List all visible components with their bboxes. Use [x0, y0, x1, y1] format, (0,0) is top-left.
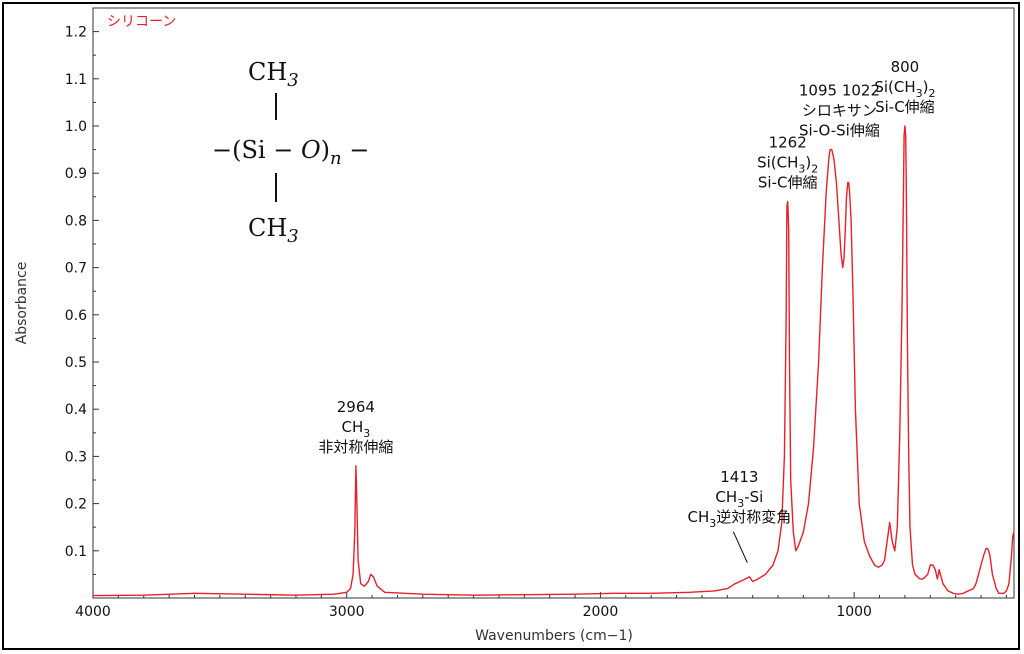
annotation-800: 800 Si(CH3)2Si-C伸縮	[874, 58, 935, 116]
annotation-line: 1413	[720, 468, 758, 486]
x-tick-label: 1000	[836, 604, 872, 620]
y-tick-label: 0.1	[65, 544, 87, 560]
y-tick-label: 0.9	[65, 166, 87, 182]
annotation-leader	[732, 531, 748, 563]
y-tick-label: 1.0	[65, 119, 87, 135]
x-axis-title: Wavenumbers (cm−1)	[475, 628, 633, 644]
annotation-line: 800	[891, 58, 920, 76]
spectrum-line	[92, 125, 1015, 597]
annotation-line: 非対称伸縮	[318, 438, 393, 456]
formula-middle: −(Si − O)n −	[212, 136, 369, 169]
annotation-line: Si-C伸縮	[758, 174, 818, 192]
annotation-line: Si(CH3)2	[757, 154, 818, 176]
y-axis-title: Absorbance	[14, 262, 30, 345]
sample-label: シリコーン	[107, 14, 176, 30]
y-tick-label: 0.3	[65, 449, 87, 465]
annotation-line: Si-O-Si伸縮	[799, 122, 880, 140]
y-tick-label: 0.6	[65, 308, 87, 324]
annotation-line: CH3-Si	[715, 488, 763, 510]
formula-top: CH3	[248, 58, 299, 91]
annotation-line: 2964	[337, 398, 375, 416]
y-tick-label: 1.1	[65, 72, 87, 88]
y-axis: 0.1 0.2 0.3 0.4 0.5 0.6 0.7 0.8 0.9 1.0 1.1 1.2	[65, 25, 99, 575]
x-axis: 4000 3000 2000 1000	[75, 592, 1007, 620]
y-tick-label: 0.2	[65, 497, 87, 513]
annotation-line: CH3逆対称変角	[687, 508, 791, 530]
annotation-line: 1095 1022	[799, 82, 880, 100]
x-tick-label: 4000	[75, 604, 111, 620]
y-tick-label: 0.5	[65, 355, 87, 371]
x-tick-label: 2000	[583, 604, 619, 620]
y-tick-label: 0.8	[65, 213, 87, 229]
plot-area-border	[92, 7, 1015, 599]
annotation-line: Si(CH3)2	[874, 78, 935, 100]
annotation-1095-1022: 1095 1022 シロキサン Si-O-Si伸縮	[799, 82, 880, 140]
annotation-line: CH3	[341, 418, 370, 440]
y-tick-label: 0.7	[65, 261, 87, 277]
y-tick-label: 1.2	[65, 25, 87, 41]
annotation-line: 1262	[769, 134, 807, 152]
annotation-line: Si-C伸縮	[875, 98, 935, 116]
annotation-line: シロキサン	[802, 102, 877, 120]
formula-bottom: CH3	[248, 214, 299, 247]
y-tick-label: 0.4	[65, 402, 87, 418]
x-tick-label: 3000	[329, 604, 365, 620]
annotation-1262: 1262 Si(CH3)2Si-C伸縮	[757, 134, 818, 192]
structure-formula: CH3 −(Si − O)n − CH3	[212, 58, 369, 247]
